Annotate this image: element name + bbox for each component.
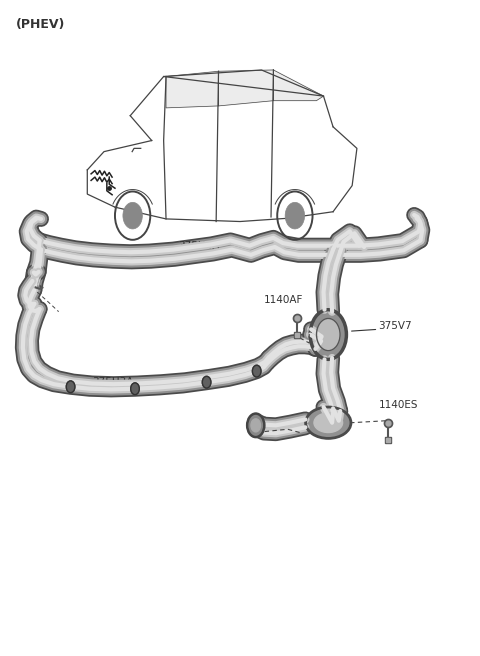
Text: 375H2A: 375H2A — [178, 241, 219, 251]
Polygon shape — [274, 70, 324, 100]
Text: 375V7: 375V7 — [378, 321, 412, 331]
Ellipse shape — [306, 407, 351, 438]
Text: 1140ES: 1140ES — [378, 400, 418, 409]
Polygon shape — [218, 70, 274, 106]
Polygon shape — [166, 72, 218, 108]
Circle shape — [66, 381, 75, 393]
Ellipse shape — [314, 413, 343, 432]
Text: (PHEV): (PHEV) — [16, 18, 65, 31]
Circle shape — [247, 413, 264, 437]
Circle shape — [316, 318, 340, 351]
Circle shape — [252, 365, 261, 377]
Circle shape — [123, 202, 143, 229]
Text: 1140AF: 1140AF — [264, 295, 303, 305]
Circle shape — [251, 419, 261, 432]
Circle shape — [285, 202, 305, 229]
Circle shape — [202, 377, 211, 388]
Circle shape — [131, 383, 139, 395]
Text: 375W5: 375W5 — [288, 422, 324, 432]
Text: 375H3A: 375H3A — [92, 377, 133, 387]
Circle shape — [310, 310, 347, 359]
